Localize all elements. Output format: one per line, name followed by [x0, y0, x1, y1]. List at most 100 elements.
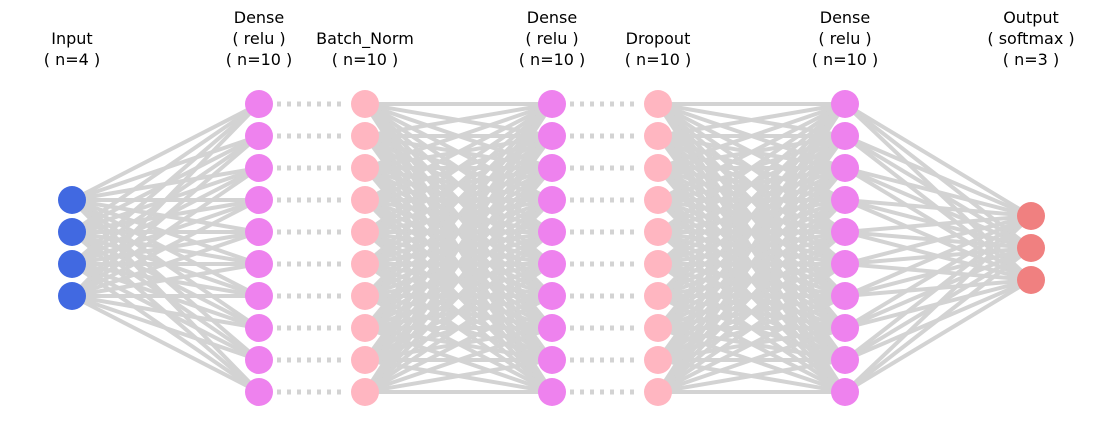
- layer-label-dense: Dense ( relu ) ( n=10 ): [226, 7, 293, 70]
- neuron-batchnorm: [351, 314, 379, 342]
- connection-line: [70, 102, 261, 234]
- layer-name: Dense: [819, 8, 871, 27]
- connection-line: [844, 166, 1032, 218]
- neuron-batchnorm: [351, 154, 379, 182]
- connection-line: [844, 214, 1032, 234]
- connection-line: [71, 262, 260, 298]
- neuron-dense: [831, 154, 859, 182]
- connection-line: [363, 262, 554, 394]
- connection-line: [71, 102, 260, 202]
- connections-group: [70, 101, 1033, 395]
- layer-name: Dense: [526, 8, 578, 27]
- connection-line: [657, 358, 846, 394]
- connection-line: [364, 102, 553, 170]
- neurons-group: [58, 90, 1045, 406]
- layer-size-text: ( n=4 ): [43, 50, 101, 69]
- connection-line: [363, 230, 554, 394]
- connection-line: [364, 326, 553, 394]
- neuron-input: [58, 250, 86, 278]
- layer-name: Input: [51, 29, 93, 48]
- connection-line: [656, 134, 847, 394]
- neuron-dropout: [644, 346, 672, 374]
- neuron-batchnorm: [351, 378, 379, 406]
- neuron-batchnorm: [351, 250, 379, 278]
- connection-line: [657, 102, 846, 170]
- connection-line: [657, 102, 846, 202]
- connection-line: [70, 102, 261, 266]
- connection-line: [843, 102, 1033, 218]
- layer-activation: ( relu ): [525, 29, 579, 48]
- neuron-dense: [245, 154, 273, 182]
- connection-line: [363, 166, 554, 394]
- connection-line: [656, 102, 847, 234]
- connection-line: [843, 214, 1033, 330]
- neuron-dense: [245, 122, 273, 150]
- layer-activation: ( relu ): [818, 29, 872, 48]
- neuron-dense: [538, 314, 566, 342]
- connection-line: [656, 102, 847, 266]
- connection-line: [656, 198, 847, 394]
- neuron-dropout: [644, 314, 672, 342]
- neuron-dropout: [644, 154, 672, 182]
- neuron-dense: [245, 186, 273, 214]
- neuron-output: [1017, 266, 1045, 294]
- neuron-dense: [538, 218, 566, 246]
- neuron-dense: [831, 218, 859, 246]
- connection-line: [843, 246, 1033, 394]
- neuron-batchnorm: [351, 122, 379, 150]
- connection-line: [656, 166, 847, 394]
- neuron-dropout: [644, 282, 672, 310]
- neuron-dense: [538, 346, 566, 374]
- connection-line: [363, 102, 554, 298]
- neuron-batchnorm: [351, 282, 379, 310]
- neuron-dense: [831, 250, 859, 278]
- neuron-dropout: [644, 90, 672, 118]
- connection-line: [70, 134, 261, 298]
- connection-line: [70, 102, 261, 298]
- neuron-dropout: [644, 250, 672, 278]
- connection-line: [364, 294, 553, 394]
- neuron-dense: [245, 314, 273, 342]
- neuron-dense: [538, 186, 566, 214]
- neuron-dense: [538, 250, 566, 278]
- neuron-output: [1017, 234, 1045, 262]
- neuron-dense: [831, 314, 859, 342]
- layer-size-text: ( n=10 ): [331, 50, 399, 69]
- layer-name: Dense: [233, 8, 285, 27]
- connection-line: [656, 262, 847, 394]
- connection-line: [363, 102, 554, 330]
- layer-label-input: Input ( n=4 ): [44, 28, 100, 70]
- neuron-dense: [245, 90, 273, 118]
- layer-size-text: ( n=10 ): [518, 50, 586, 69]
- connection-line: [363, 102, 554, 394]
- neuron-dropout: [644, 378, 672, 406]
- connection-line: [844, 214, 1032, 266]
- layer-size-text: ( n=10 ): [811, 50, 879, 69]
- layer-label-batchnorm: Batch_Norm ( n=10 ): [316, 28, 414, 70]
- neuron-input: [58, 218, 86, 246]
- connection-line: [844, 198, 1032, 218]
- layer-label-output: Output ( softmax ) ( n=3 ): [987, 7, 1074, 70]
- neuron-dense: [538, 282, 566, 310]
- connection-line: [71, 230, 260, 298]
- neuron-output: [1017, 202, 1045, 230]
- layer-size-text: ( n=10 ): [225, 50, 293, 69]
- layer-name: Output: [1003, 8, 1059, 27]
- connection-line: [656, 102, 847, 298]
- connection-line: [71, 294, 260, 394]
- connection-line: [657, 326, 846, 394]
- neuron-dense: [538, 378, 566, 406]
- layer-activation: ( relu ): [232, 29, 286, 48]
- connection-line: [656, 230, 847, 394]
- connection-line: [363, 102, 554, 266]
- connection-line: [656, 102, 847, 362]
- connection-line: [657, 102, 846, 138]
- connection-line: [70, 166, 261, 298]
- connection-line: [363, 198, 554, 394]
- connection-line: [656, 102, 847, 394]
- layer-label-dense: Dense ( relu ) ( n=10 ): [519, 7, 586, 70]
- layer-size-text: ( n=10 ): [624, 50, 692, 69]
- connection-line: [844, 214, 1032, 298]
- neuron-batchnorm: [351, 186, 379, 214]
- neuron-dropout: [644, 218, 672, 246]
